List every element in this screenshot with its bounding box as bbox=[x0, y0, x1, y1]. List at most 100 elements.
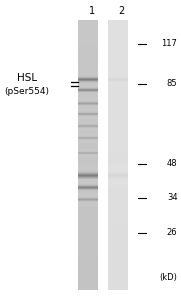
Bar bbox=[78, 236, 98, 237]
Bar bbox=[108, 99, 129, 100]
Bar bbox=[108, 267, 129, 268]
Bar bbox=[78, 176, 98, 177]
Bar bbox=[78, 268, 98, 269]
Bar bbox=[108, 288, 129, 290]
Bar bbox=[78, 288, 98, 290]
Bar bbox=[78, 33, 98, 34]
Bar bbox=[78, 271, 98, 272]
Bar bbox=[108, 273, 129, 275]
Bar bbox=[108, 46, 129, 48]
Bar bbox=[78, 32, 98, 33]
Bar bbox=[108, 119, 129, 121]
Bar bbox=[108, 92, 129, 94]
Bar bbox=[108, 202, 129, 203]
Bar bbox=[78, 158, 98, 160]
Bar bbox=[78, 77, 98, 79]
Text: 34: 34 bbox=[167, 194, 177, 202]
Bar bbox=[108, 238, 129, 239]
Bar bbox=[78, 244, 98, 245]
Bar bbox=[108, 100, 129, 102]
Bar bbox=[108, 118, 129, 119]
Bar bbox=[108, 205, 129, 206]
Bar bbox=[78, 76, 98, 77]
Bar bbox=[108, 20, 129, 290]
Bar bbox=[108, 145, 129, 146]
Bar bbox=[108, 271, 129, 272]
Bar bbox=[78, 175, 98, 176]
Bar bbox=[78, 23, 98, 25]
Bar bbox=[78, 242, 98, 244]
Bar bbox=[108, 239, 129, 241]
Bar bbox=[78, 185, 98, 187]
Bar bbox=[108, 192, 129, 194]
Bar bbox=[108, 210, 129, 211]
Bar bbox=[108, 286, 129, 287]
Bar bbox=[108, 52, 129, 53]
Bar bbox=[108, 90, 129, 91]
Bar bbox=[108, 264, 129, 265]
Bar bbox=[78, 100, 98, 102]
Bar bbox=[78, 115, 98, 117]
Bar bbox=[108, 37, 129, 38]
Bar bbox=[78, 183, 98, 184]
Bar bbox=[78, 188, 98, 190]
Bar bbox=[78, 252, 98, 253]
Bar bbox=[78, 233, 98, 234]
Bar bbox=[108, 38, 129, 40]
Bar bbox=[108, 80, 129, 82]
Text: (pSer554): (pSer554) bbox=[5, 87, 50, 96]
Bar bbox=[78, 182, 98, 183]
Bar bbox=[108, 152, 129, 153]
Bar bbox=[108, 75, 129, 76]
Bar bbox=[78, 207, 98, 208]
Bar bbox=[108, 117, 129, 118]
Bar bbox=[78, 42, 98, 44]
Bar bbox=[78, 125, 98, 126]
Bar bbox=[108, 26, 129, 28]
Bar bbox=[78, 105, 98, 106]
Bar bbox=[78, 133, 98, 134]
Bar bbox=[78, 40, 98, 41]
Bar bbox=[108, 133, 129, 134]
Bar bbox=[108, 53, 129, 55]
Bar bbox=[108, 79, 129, 80]
Bar bbox=[78, 230, 98, 232]
Bar bbox=[108, 225, 129, 226]
Bar bbox=[78, 94, 98, 95]
Bar bbox=[108, 182, 129, 183]
Bar bbox=[78, 114, 98, 115]
Bar bbox=[78, 55, 98, 56]
Bar bbox=[78, 169, 98, 171]
Bar bbox=[78, 28, 98, 29]
Bar bbox=[108, 61, 129, 63]
Bar bbox=[108, 40, 129, 41]
Bar bbox=[78, 58, 98, 60]
Bar bbox=[108, 232, 129, 233]
Bar bbox=[78, 173, 98, 175]
Bar bbox=[108, 140, 129, 141]
Bar bbox=[108, 269, 129, 271]
Bar bbox=[108, 281, 129, 283]
Bar bbox=[108, 226, 129, 227]
Bar bbox=[108, 245, 129, 246]
Bar bbox=[78, 72, 98, 74]
Bar bbox=[78, 178, 98, 179]
Bar bbox=[78, 92, 98, 94]
Bar bbox=[108, 212, 129, 214]
Bar bbox=[108, 74, 129, 75]
Bar bbox=[108, 275, 129, 276]
Bar bbox=[108, 106, 129, 107]
Bar bbox=[78, 217, 98, 218]
Bar bbox=[108, 33, 129, 34]
Bar bbox=[108, 58, 129, 60]
Bar bbox=[78, 199, 98, 200]
Bar bbox=[78, 196, 98, 198]
Bar bbox=[108, 256, 129, 257]
Bar bbox=[78, 257, 98, 258]
Bar bbox=[108, 175, 129, 176]
Bar bbox=[78, 49, 98, 50]
Bar bbox=[108, 218, 129, 219]
Bar bbox=[108, 72, 129, 74]
Bar bbox=[108, 77, 129, 79]
Bar bbox=[78, 112, 98, 114]
